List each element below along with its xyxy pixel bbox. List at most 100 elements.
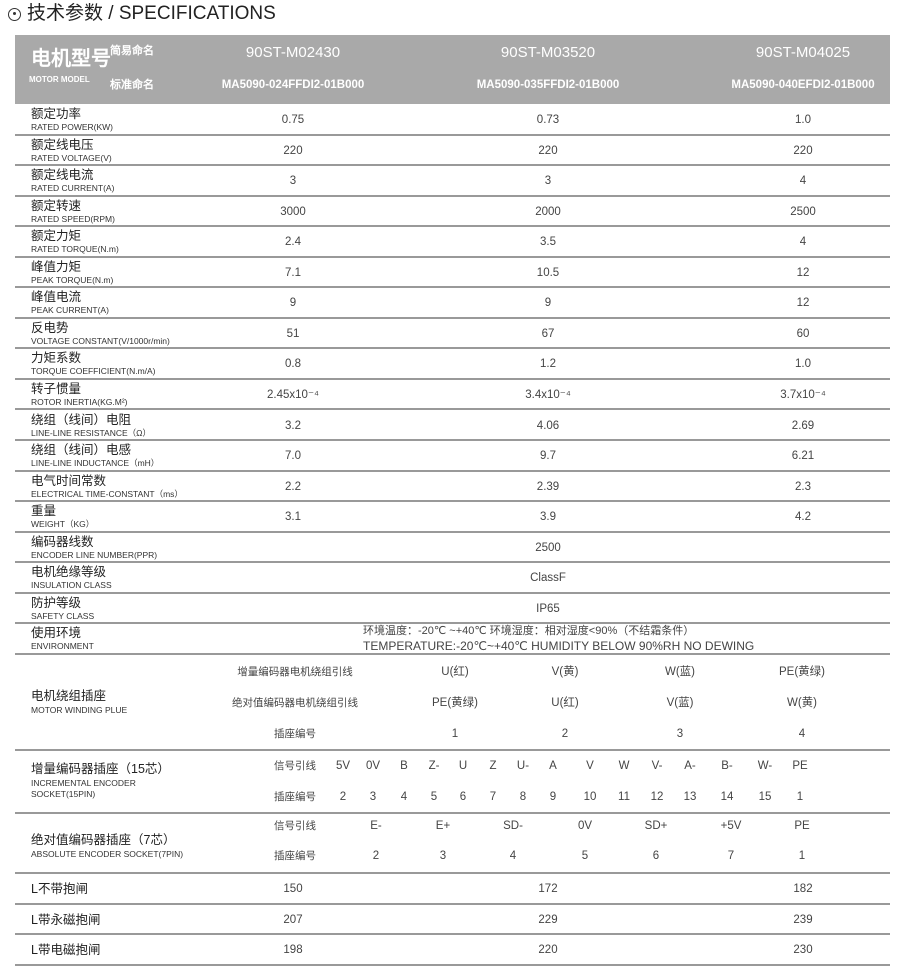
model-short-name: 90ST-M04025	[755, 44, 851, 61]
param-name-en: LINE-LINE INDUCTANCE（mH）	[31, 458, 160, 469]
param-name-en: RATED TORQUE(N.m)	[31, 244, 119, 255]
model-short-name: 90ST-M03520	[500, 44, 596, 61]
winding-value: PE(黄绿)	[432, 697, 478, 710]
table-row: 反电势 VOLTAGE CONSTANT(V/1000r/min) 51 67 60	[15, 319, 890, 350]
table-row: 增量编码器插座（15芯） INCREMENTAL ENCODER SOCKET(15…	[15, 751, 890, 815]
winding-value: W(蓝)	[664, 666, 696, 679]
winding-value: PE(黄绿)	[779, 666, 825, 679]
pin-value: PE	[792, 760, 808, 773]
winding-value: V(黄)	[551, 666, 579, 679]
pin-value: 7	[727, 850, 735, 863]
pin-value: Z	[489, 760, 497, 773]
pin-value: B	[400, 760, 408, 773]
param-value: 0.75	[281, 114, 305, 126]
param-name-en: SOCKET(15PIN)	[31, 789, 96, 800]
pin-value: E-	[370, 820, 382, 833]
param-value: 239	[793, 913, 813, 926]
param-name: 转子惯量	[31, 381, 82, 396]
param-value: ClassF	[530, 572, 566, 585]
motor-model-label: 电机型号	[31, 48, 111, 70]
param-name-en: LINE-LINE RESISTANCE（Ω）	[31, 427, 152, 438]
param-value: 1.2	[540, 358, 556, 371]
param-value: 207	[283, 913, 303, 926]
pin-value: 10	[583, 791, 597, 804]
param-value: 3000	[280, 205, 306, 218]
pin-value: 3	[439, 850, 447, 863]
param-value: 220	[538, 144, 558, 157]
model-short-name: 90ST-M02430	[245, 44, 341, 61]
table-row: 力矩系数 TORQUE COEFFICIENT(N.m/A) 0.8 1.2 1.0	[15, 349, 890, 380]
param-name-en: INCREMENTAL ENCODER	[31, 778, 136, 789]
param-name-en: PEAK CURRENT(A)	[31, 305, 109, 316]
pin-value: 4	[509, 850, 517, 863]
param-value: 3.7x10⁻⁴	[780, 388, 826, 401]
param-value: 3.2	[285, 419, 301, 432]
param-value: IP65	[536, 602, 560, 615]
param-name-en: SAFETY CLASS	[31, 610, 95, 621]
pin-value: W	[618, 760, 630, 773]
param-name: 增量编码器插座（15芯）	[31, 762, 170, 777]
param-name-en: RATED POWER(KW)	[31, 122, 114, 132]
param-name-en: TORQUE COEFFICIENT(N.m/A)	[31, 366, 156, 377]
param-name: 防护等级	[31, 595, 82, 610]
param-name: 额定线电压	[31, 137, 94, 152]
pin-value: 6	[652, 850, 660, 863]
pin-value: 9	[549, 791, 557, 804]
pin-value: A-	[684, 760, 696, 773]
table-row: 峰值力矩 PEAK TORQUE(N.m) 7.1 10.5 12	[15, 258, 890, 289]
table-row: 绕组（线间）电感 LINE-LINE INDUCTANCE（mH） 7.0 9.7 6.…	[15, 441, 890, 472]
motor-model-label-en: MOTOR MODEL	[29, 75, 90, 84]
winding-value: 4	[798, 728, 806, 741]
table-row: 额定线电压 RATED VOLTAGE(V) 220 220 220	[15, 136, 890, 167]
param-name-en: ENCODER LINE NUMBER(PPR)	[31, 549, 158, 560]
socket-line-label: 信号引线	[274, 820, 316, 833]
pin-value: 11	[618, 791, 630, 804]
pin-value: 0V	[365, 760, 381, 773]
table-row: 绕组（线间）电阻 LINE-LINE RESISTANCE（Ω） 3.2 4.06 2.…	[15, 411, 890, 442]
pin-value: +5V	[720, 820, 742, 833]
socket-line-label: 插座编号	[274, 791, 316, 804]
param-value: 2.4	[285, 236, 301, 249]
pin-value: 4	[400, 791, 408, 804]
pin-value: 3	[369, 791, 377, 804]
param-value: 10.5	[536, 266, 560, 279]
param-value: 7.0	[285, 450, 301, 463]
pin-value: A	[549, 760, 557, 773]
pin-value: 1	[798, 850, 806, 863]
param-name-en: RATED CURRENT(A)	[31, 183, 115, 194]
param-value: 220	[283, 144, 303, 157]
param-name-en: PEAK TORQUE(N.m)	[31, 274, 114, 285]
param-value: 2.69	[791, 419, 815, 432]
param-value: 2.2	[285, 480, 301, 493]
param-value: 4.06	[536, 419, 560, 432]
param-value: 1.0	[795, 114, 811, 126]
param-name: 峰值电流	[31, 290, 82, 305]
param-value: 4	[799, 236, 807, 249]
param-name-en: INSULATION CLASS	[31, 580, 112, 591]
param-value: 3.9	[540, 511, 556, 524]
short-name-label: 简易命名	[110, 45, 154, 57]
param-name-en: ABSOLUTE ENCODER SOCKET(7PIN)	[31, 849, 184, 860]
winding-line-label: 绝对值编码器电机绕组引线	[232, 697, 358, 710]
param-name: 绕组（线间）电感	[31, 443, 132, 458]
pin-value: U-	[516, 760, 530, 773]
param-value: 0.8	[285, 358, 301, 371]
param-name: 绝对值编码器插座（7芯）	[31, 833, 176, 848]
param-name: 电气时间常数	[31, 473, 107, 488]
param-value: 3.1	[285, 511, 301, 524]
param-name-en: VOLTAGE CONSTANT(V/1000r/min)	[31, 335, 170, 346]
pin-value: 2	[339, 791, 347, 804]
pin-value: W-	[757, 760, 773, 773]
param-value: 67	[541, 327, 555, 340]
winding-value: 1	[451, 728, 459, 741]
model-std-name: MA5090-040EFDI2-01B000	[731, 79, 875, 91]
param-name-en: ROTOR INERTIA(KG.M²)	[31, 396, 128, 407]
winding-line-label: 增量编码器电机绕组引线	[237, 666, 353, 679]
param-value: 0.73	[536, 114, 560, 126]
pin-value: SD-	[503, 820, 523, 833]
winding-value: U(红)	[441, 666, 469, 679]
param-value: 3.5	[540, 236, 556, 249]
model-std-name: MA5090-035FFDI2-01B000	[476, 79, 620, 91]
table-row: 电气时间常数 ELECTRICAL TIME-CONSTANT（ms） 2.2 2.3…	[15, 472, 890, 503]
page-title: 技术参数 / SPECIFICATIONS	[8, 3, 276, 25]
